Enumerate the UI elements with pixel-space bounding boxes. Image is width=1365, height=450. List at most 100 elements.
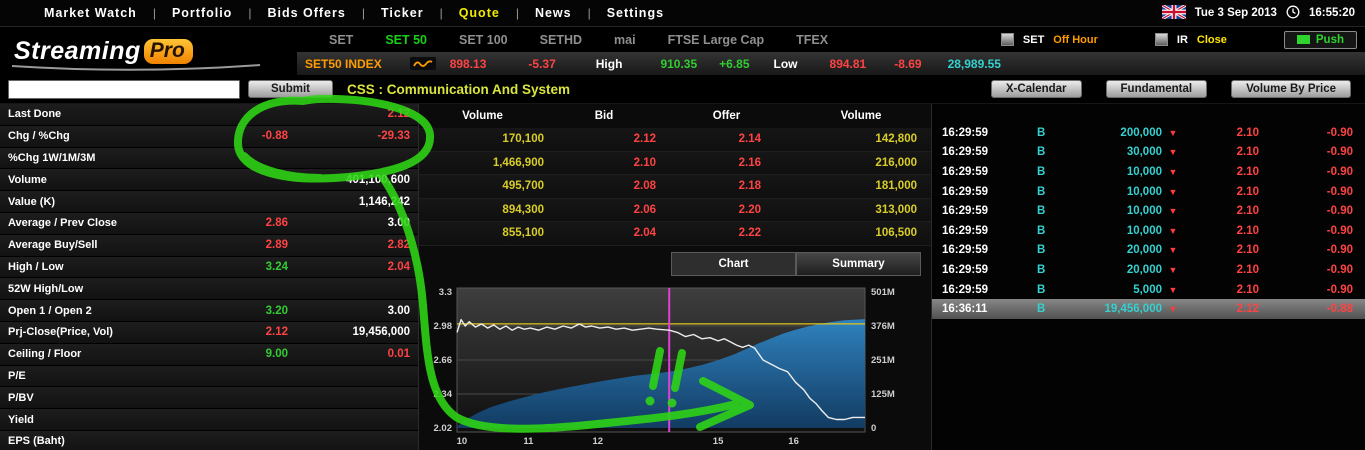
info-value-b: 3.00 bbox=[387, 217, 410, 230]
bid-price[interactable]: 2.06 bbox=[633, 203, 656, 216]
bid-offer-row: 170,100 2.12 2.14 142,800 bbox=[419, 128, 931, 152]
menu-separator: | bbox=[515, 6, 519, 20]
trade-volume: 10,000 bbox=[1126, 205, 1162, 218]
topbar-right: Tue 3 Sep 2013 16:55:20 bbox=[1160, 3, 1365, 22]
trade-side: B bbox=[1037, 126, 1046, 139]
x-calendar-button[interactable]: X-Calendar bbox=[990, 80, 1082, 98]
bid-price[interactable]: 2.10 bbox=[633, 156, 656, 169]
trade-side: B bbox=[1037, 303, 1046, 316]
stock-info-row-52w-high-low: 52W High/Low bbox=[0, 278, 418, 301]
menu-item-quote[interactable]: Quote bbox=[458, 6, 500, 20]
bid-price[interactable]: 2.08 bbox=[633, 180, 656, 193]
index-high-change: +6.85 bbox=[719, 56, 750, 71]
trade-volume: 20,000 bbox=[1126, 244, 1162, 257]
intraday-chart-panel: 3.3 2.98 2.66 2.34 2.02 501M 376M 251M 125M 0 10 11… bbox=[419, 282, 931, 450]
info-label: EPS (Baht) bbox=[8, 435, 65, 448]
trade-ticker-panel: 16:29:59 B 200,000 ▼ 2.10 -0.90 16:29:59 B 30,00… bbox=[932, 104, 1365, 450]
ticker-row: 16:29:59 B 20,000 ▼ 2.10 -0.90 bbox=[932, 241, 1365, 261]
volume-by-price-button[interactable]: Volume By Price bbox=[1231, 80, 1351, 98]
svg-text:12: 12 bbox=[593, 436, 604, 447]
push-button[interactable]: Push bbox=[1283, 30, 1357, 49]
trade-side: B bbox=[1037, 205, 1046, 218]
info-value-a: 2.86 bbox=[265, 217, 288, 230]
svg-text:15: 15 bbox=[713, 436, 724, 447]
stock-info-row-high-low: High / Low 3.24 2.04 bbox=[0, 256, 418, 279]
info-value-b: 2.12 bbox=[387, 108, 410, 121]
trade-time: 16:29:59 bbox=[942, 224, 989, 237]
stock-info-row-yield: Yield bbox=[0, 409, 418, 431]
trade-side: B bbox=[1037, 244, 1046, 257]
stock-info-row-average-buy-sell: Average Buy/Sell 2.89 2.82 bbox=[0, 234, 418, 257]
submit-button[interactable]: Submit bbox=[248, 80, 333, 98]
trade-change: -0.90 bbox=[1326, 224, 1353, 237]
mini-chart-icon[interactable] bbox=[409, 57, 436, 70]
bid-price[interactable]: 2.04 bbox=[633, 227, 656, 240]
stock-info-row-eps-baht: EPS (Baht) bbox=[0, 430, 418, 450]
stock-info-row-value-k: Value (K) 1,146,242 bbox=[0, 191, 418, 213]
symbol-search-input[interactable] bbox=[8, 79, 240, 99]
ir-indicator-led bbox=[1154, 33, 1168, 46]
index-tab-tfex[interactable]: TFEX bbox=[796, 32, 829, 47]
stock-info-panel: Last Done 2.12 Chg / %Chg -0.88 -29.33 %Chg 1… bbox=[0, 104, 419, 450]
offer-price[interactable]: 2.14 bbox=[738, 133, 761, 146]
off-hour-label: Off Hour bbox=[1053, 33, 1098, 46]
stock-info-row-chg-1w-1m-3m: %Chg 1W/1M/3M bbox=[0, 147, 418, 170]
tab-chart[interactable]: Chart bbox=[671, 252, 796, 276]
bid-volume: 855,100 bbox=[502, 227, 544, 240]
offer-volume: 106,500 bbox=[875, 227, 917, 240]
menu-item-ticker[interactable]: Ticker bbox=[380, 6, 424, 20]
trade-time: 16:29:59 bbox=[942, 126, 989, 139]
trade-volume: 20,000 bbox=[1126, 263, 1162, 276]
offer-volume: 142,800 bbox=[875, 133, 917, 146]
trade-price: 2.10 bbox=[1236, 283, 1259, 296]
bid-price[interactable]: 2.12 bbox=[633, 133, 656, 146]
trade-time: 16:36:11 bbox=[942, 303, 988, 316]
quote-bar-buttons: X-Calendar Fundamental Volume By Price bbox=[990, 80, 1357, 98]
offer-price[interactable]: 2.18 bbox=[738, 180, 761, 193]
market-close-label: Close bbox=[1196, 33, 1227, 46]
trade-side: B bbox=[1037, 283, 1046, 296]
logo-underline-swoosh bbox=[11, 64, 261, 71]
menu-item-settings[interactable]: Settings bbox=[606, 6, 665, 20]
ticker-row: 16:36:11 B 19,456,000 ▼ 2.12 -0.88 bbox=[932, 299, 1365, 319]
trade-change: -0.90 bbox=[1326, 263, 1353, 276]
down-arrow-icon: ▼ bbox=[1168, 206, 1178, 217]
info-value-b: 19,456,000 bbox=[352, 326, 410, 339]
menu-item-portfolio[interactable]: Portfolio bbox=[171, 6, 233, 20]
index-tab-sethd[interactable]: SETHD bbox=[539, 32, 583, 47]
down-arrow-icon: ▼ bbox=[1168, 225, 1178, 236]
trade-price: 2.10 bbox=[1236, 224, 1259, 237]
time-label: 16:55:20 bbox=[1308, 7, 1355, 19]
down-arrow-icon: ▼ bbox=[1168, 264, 1178, 275]
header-band: Streaming Pro SET SET 50 SET 100 SETHD mai FT… bbox=[0, 27, 1365, 75]
svg-text:2.34: 2.34 bbox=[434, 389, 453, 400]
tab-summary[interactable]: Summary bbox=[796, 252, 921, 276]
info-label: Average / Prev Close bbox=[8, 217, 118, 230]
menu-item-market-watch[interactable]: Market Watch bbox=[44, 6, 137, 20]
index-tab-set-50[interactable]: SET 50 bbox=[385, 32, 427, 47]
stock-info-row-average-prev-close: Average / Prev Close 2.86 3.00 bbox=[0, 212, 418, 235]
bid-offer-col-header: Offer bbox=[712, 110, 741, 122]
offer-price[interactable]: 2.20 bbox=[738, 203, 761, 216]
offer-price[interactable]: 2.16 bbox=[738, 156, 761, 169]
menu-separator: | bbox=[587, 6, 591, 20]
trade-side: B bbox=[1037, 263, 1046, 276]
svg-text:376M: 376M bbox=[871, 321, 895, 332]
index-tab-set[interactable]: SET bbox=[329, 32, 354, 47]
index-tab-set-100[interactable]: SET 100 bbox=[459, 32, 508, 47]
offer-price[interactable]: 2.22 bbox=[738, 227, 761, 240]
svg-text:0: 0 bbox=[871, 423, 876, 434]
menu-item-bids-offers[interactable]: Bids Offers bbox=[267, 6, 346, 20]
svg-text:2.66: 2.66 bbox=[434, 355, 453, 366]
index-tab-mai[interactable]: mai bbox=[614, 32, 636, 47]
svg-text:125M: 125M bbox=[871, 389, 895, 400]
symbol-title: CSS : Communication And System bbox=[346, 81, 571, 97]
index-tabs: SET SET 50 SET 100 SETHD mai FTSE Large Cap TF… bbox=[297, 33, 844, 47]
set-session-label: SET bbox=[1022, 33, 1045, 46]
trade-change: -0.90 bbox=[1326, 244, 1353, 257]
streaming-pro-logo: Streaming Pro bbox=[0, 27, 297, 75]
menu-item-news[interactable]: News bbox=[534, 6, 572, 20]
down-arrow-icon: ▼ bbox=[1168, 166, 1178, 177]
fundamental-button[interactable]: Fundamental bbox=[1105, 80, 1208, 98]
index-tab-ftse-large-cap[interactable]: FTSE Large Cap bbox=[667, 32, 765, 47]
